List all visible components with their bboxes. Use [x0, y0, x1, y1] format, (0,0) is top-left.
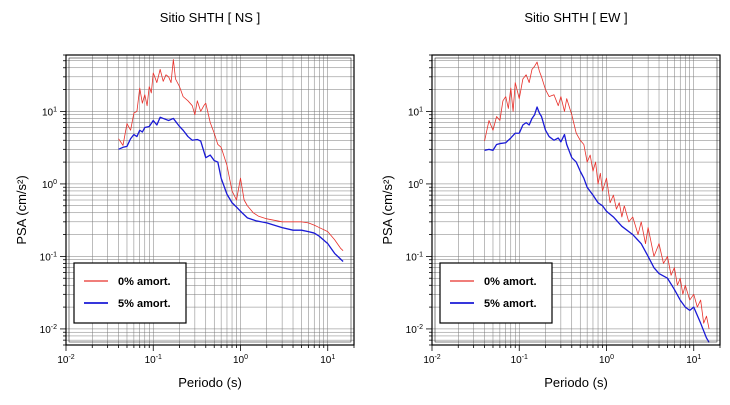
x-tick-label-base: 10 — [686, 355, 698, 366]
y-tick-label-exp: -1 — [51, 251, 57, 258]
x-tick-label-exp: 1 — [697, 354, 701, 361]
chart-title: Sitio SHTH [ NS ] — [160, 10, 260, 25]
legend-label-1: 0% amort. — [118, 276, 171, 288]
plot-frame-inner — [68, 57, 352, 343]
legend-label-2: 5% amort. — [484, 298, 537, 310]
chart-panel-2: Sitio SHTH [ EW ]10-2 10-1 100 10110-210-11… — [380, 10, 721, 390]
y-tick-label: 100 — [408, 179, 423, 191]
x-tick-label-base: 10 — [423, 355, 435, 366]
x-axis-label: Periodo (s) — [544, 375, 608, 390]
x-tick-label-exp: -2 — [434, 354, 440, 361]
x-tick-label-exp: 1 — [331, 354, 335, 361]
x-tick-label: 101 — [686, 354, 701, 366]
y-tick-label: 100 — [42, 179, 57, 191]
y-tick-label-exp: -2 — [51, 324, 57, 331]
legend-label-2: 5% amort. — [118, 298, 171, 310]
x-tick-label: 10-2 — [423, 354, 440, 366]
series-line-0pct — [118, 59, 344, 251]
y-tick-label-base: 10 — [408, 107, 420, 118]
plot-frame-inner — [434, 57, 718, 343]
legend-label-1: 0% amort. — [484, 276, 537, 288]
y-tick-label-base: 10 — [406, 252, 418, 263]
x-tick-label: 10-2 — [57, 354, 74, 366]
x-tick-label: 100 — [599, 354, 614, 366]
ticks — [426, 54, 721, 351]
x-tick-label-base: 10 — [320, 355, 332, 366]
x-tick-label-base: 10 — [57, 355, 69, 366]
x-tick-label-base: 10 — [511, 355, 523, 366]
x-tick-label-base: 10 — [233, 355, 245, 366]
y-tick-label-exp: -2 — [417, 324, 423, 331]
series-line-5pct — [118, 116, 344, 262]
legend-box — [439, 262, 553, 324]
y-axis-label: PSA (cm/s²) — [380, 175, 395, 244]
y-tick-label: 101 — [42, 106, 57, 118]
x-tick-label-exp: -2 — [68, 354, 74, 361]
x-axis-label: Periodo (s) — [178, 375, 242, 390]
y-tick-label-exp: 0 — [53, 179, 57, 186]
y-tick-label: 10-1 — [406, 251, 423, 263]
legend-box — [73, 262, 187, 324]
y-tick-label-base: 10 — [406, 325, 418, 336]
y-tick-label-base: 10 — [42, 180, 54, 191]
x-tick-label: 10-1 — [511, 354, 528, 366]
x-tick-label-base: 10 — [145, 355, 157, 366]
x-tick-label-exp: 0 — [610, 354, 614, 361]
legend: 0% amort. 5% amort. — [73, 262, 187, 324]
chart-title: Sitio SHTH [ EW ] — [524, 10, 627, 25]
x-tick-label: 10-1 — [145, 354, 162, 366]
x-tick-label: 100 — [233, 354, 248, 366]
y-tick-label-base: 10 — [40, 325, 52, 336]
x-tick-label: 101 — [320, 354, 335, 366]
legend: 0% amort. 5% amort. — [439, 262, 553, 324]
y-tick-label: 101 — [408, 106, 423, 118]
x-tick-label-exp: -1 — [156, 354, 162, 361]
series-line-5pct — [484, 106, 710, 343]
y-tick-label-exp: 1 — [53, 106, 57, 113]
y-tick-label: 10-2 — [406, 324, 423, 336]
chart-panel-1: Sitio SHTH [ NS ]10-2 10-1 100 10110-210-11… — [14, 10, 355, 390]
y-tick-label-base: 10 — [408, 180, 420, 191]
y-tick-label: 10-2 — [40, 324, 57, 336]
y-tick-label-exp: 1 — [419, 106, 423, 113]
y-tick-label: 10-1 — [40, 251, 57, 263]
y-tick-label-exp: 0 — [419, 179, 423, 186]
y-tick-label-exp: -1 — [417, 251, 423, 258]
y-tick-label-base: 10 — [42, 107, 54, 118]
x-tick-label-base: 10 — [599, 355, 611, 366]
y-tick-label-base: 10 — [40, 252, 52, 263]
x-tick-label-exp: -1 — [522, 354, 528, 361]
y-axis-label: PSA (cm/s²) — [14, 175, 29, 244]
x-tick-label-exp: 0 — [244, 354, 248, 361]
series-line-0pct — [484, 61, 710, 330]
ticks — [60, 54, 355, 351]
